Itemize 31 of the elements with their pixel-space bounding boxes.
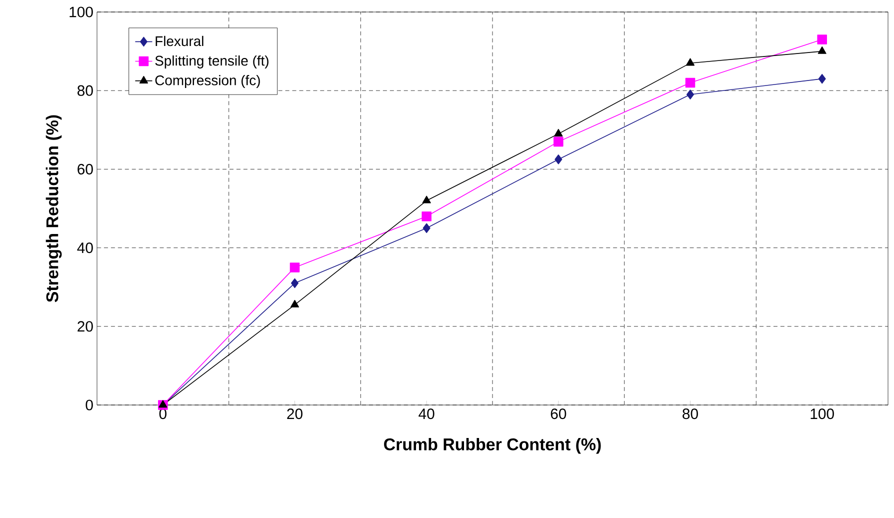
point — [554, 136, 564, 147]
legend-label: Splitting tensile (ft) — [155, 55, 268, 68]
point — [422, 223, 430, 234]
point — [818, 46, 826, 54]
point — [290, 278, 299, 288]
x-axis-title: Crumb Rubber Content (%) — [384, 438, 601, 454]
point — [686, 58, 695, 66]
point — [686, 90, 694, 100]
legend-label: Flexural — [156, 36, 204, 46]
point — [290, 262, 300, 272]
y-tick-label: 80 — [78, 85, 93, 96]
x-tick-label: 20 — [287, 408, 302, 420]
point — [685, 78, 696, 88]
x-tick-label: 40 — [418, 408, 434, 420]
point — [422, 196, 431, 204]
y-tick-label: 20 — [78, 321, 93, 332]
point — [290, 300, 300, 308]
x-tick-label: 60 — [550, 408, 566, 420]
point — [818, 74, 826, 84]
legend-label: Compression (fc) — [155, 75, 260, 88]
y-axis-title: Strength Reduction (%) — [46, 115, 62, 302]
y-tick-label: 100 — [70, 6, 93, 18]
x-tick-label: 100 — [810, 408, 834, 420]
y-tick-label: 60 — [78, 164, 93, 174]
point — [422, 211, 432, 222]
y-tick-label: 0 — [86, 400, 93, 410]
x-tick-label: 80 — [682, 408, 698, 420]
y-tick-label: 40 — [77, 242, 93, 254]
point — [554, 128, 563, 136]
point — [554, 154, 562, 164]
point — [817, 34, 827, 44]
